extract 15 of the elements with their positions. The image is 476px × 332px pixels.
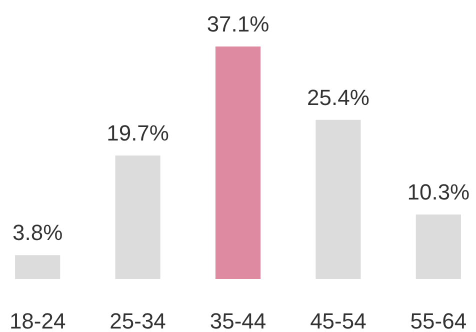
x-tick-label: 55-64	[410, 308, 467, 332]
x-tick-label: 25-34	[110, 308, 166, 332]
data-label: 10.3%	[407, 179, 470, 204]
bar	[215, 46, 261, 279]
bar	[316, 120, 361, 279]
data-label: 19.7%	[106, 120, 169, 146]
x-tick-label: 45-54	[310, 308, 366, 332]
x-tick-label: 18-24	[9, 308, 66, 332]
data-label: 3.8%	[12, 220, 63, 246]
data-label: 25.4%	[307, 84, 370, 110]
x-tick-label: 35-44	[210, 308, 266, 332]
data-label: 37.1%	[206, 12, 270, 36]
bar	[416, 214, 461, 279]
bar	[15, 255, 60, 279]
bar	[115, 156, 160, 279]
